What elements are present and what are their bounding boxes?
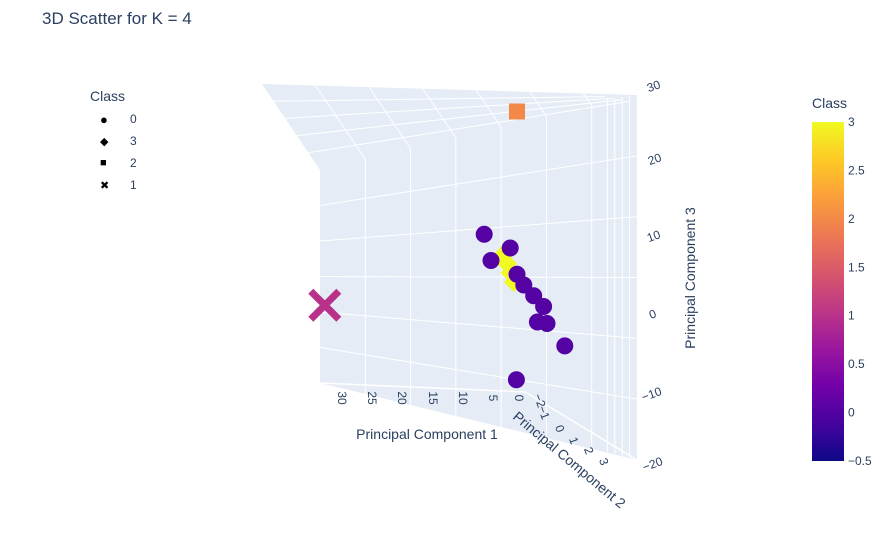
grid-line — [319, 311, 638, 339]
z-tick-label: 10 — [645, 227, 663, 245]
diamond-icon: ◆ — [100, 135, 109, 148]
colorbar-tick-label: 1.5 — [848, 260, 865, 274]
z-tick-label: −20 — [641, 454, 665, 474]
data-point-class-0[interactable] — [507, 371, 525, 389]
legend: Class ● 0 ◆ 3 ■ 2 ✖ 1 — [90, 88, 137, 196]
y-tick-label: 3 — [596, 456, 612, 467]
legend-title: Class — [90, 88, 126, 104]
z-axis-title: Principal Component 3 — [682, 207, 698, 349]
data-point-class-0[interactable] — [501, 239, 519, 257]
colorbar-title: Class — [812, 95, 848, 111]
grid-line — [285, 97, 614, 119]
grid-line — [273, 96, 606, 102]
grid-line — [368, 86, 411, 149]
floor-edge — [319, 382, 638, 461]
data-point-class-0[interactable] — [535, 298, 553, 315]
chart-title: 3D Scatter for K = 4 — [42, 9, 192, 28]
legend-item-label: 2 — [130, 156, 137, 170]
x-tick-label: 25 — [365, 391, 379, 405]
data-point-class-0[interactable] — [482, 252, 500, 269]
legend-item-0[interactable]: ● 0 — [90, 108, 137, 130]
y-tick-label: −1 — [535, 404, 553, 422]
data-point-class-0[interactable] — [515, 276, 533, 294]
legend-item-2[interactable]: ■ 2 — [90, 152, 137, 174]
y-tick-label: 2 — [581, 445, 597, 456]
legend-item-3[interactable]: ◆ 3 — [90, 130, 137, 152]
y-tick-label: 0 — [552, 423, 568, 434]
x-tick-label: 5 — [486, 395, 500, 402]
legend-item-label: 0 — [130, 112, 137, 126]
x-tick-label: 10 — [456, 391, 470, 405]
colorbar-tick-label: 2.5 — [848, 163, 865, 177]
grid-line — [475, 90, 502, 128]
circle-icon: ● — [100, 111, 108, 127]
x-tick-label: 30 — [335, 391, 349, 405]
grid-line — [296, 99, 622, 137]
legend-item-1[interactable]: ✖ 1 — [90, 174, 137, 196]
colorbar-tick-label: −0.5 — [848, 454, 872, 468]
grid-line — [315, 85, 366, 160]
colorbar-tick-label: 0.5 — [848, 357, 865, 371]
grid-line — [319, 155, 638, 206]
legend-item-label: 3 — [130, 134, 137, 148]
data-point-class-0[interactable] — [525, 287, 543, 305]
data-point-class-1[interactable] — [308, 288, 342, 322]
colorbar-tick-label: 1 — [848, 309, 855, 323]
grid-line — [308, 100, 630, 154]
grid-line — [319, 347, 638, 400]
y-tick-label: −2 — [531, 392, 549, 410]
data-point-class-0[interactable] — [528, 313, 546, 331]
y-tick-label: 1 — [566, 435, 582, 446]
data-point-class-2[interactable] — [509, 103, 525, 120]
data-point-class-0[interactable] — [475, 225, 493, 243]
data-points[interactable] — [308, 103, 574, 389]
x-tick-label: 15 — [426, 391, 440, 405]
legend-item-label: 1 — [130, 178, 137, 192]
colorbar-tick-label: 0 — [848, 406, 855, 420]
z-tick-label: 30 — [645, 77, 663, 95]
scene-3d — [262, 84, 638, 461]
z-tick-label: 20 — [646, 150, 664, 168]
z-tick-label: 0 — [647, 306, 658, 322]
colorbar-gradient — [812, 122, 844, 461]
z-tick-label: −10 — [640, 384, 664, 404]
grid-line — [529, 91, 547, 117]
x-axis-title: Principal Component 1 — [356, 426, 498, 442]
x-icon: ✖ — [100, 179, 110, 192]
colorbar-tick-label: 2 — [848, 212, 855, 226]
data-point-class-0[interactable] — [556, 337, 574, 355]
scene-background — [262, 84, 637, 460]
square-icon: ■ — [100, 157, 107, 169]
grid-line — [319, 276, 638, 278]
x-tick-label: 20 — [395, 391, 409, 405]
colorbar-tick-label: 3 — [848, 115, 855, 129]
colorbar: 3 2.5 2 1.5 1 0.5 0 −0.5 — [812, 115, 872, 468]
x-tick-label: 0 — [512, 395, 526, 402]
